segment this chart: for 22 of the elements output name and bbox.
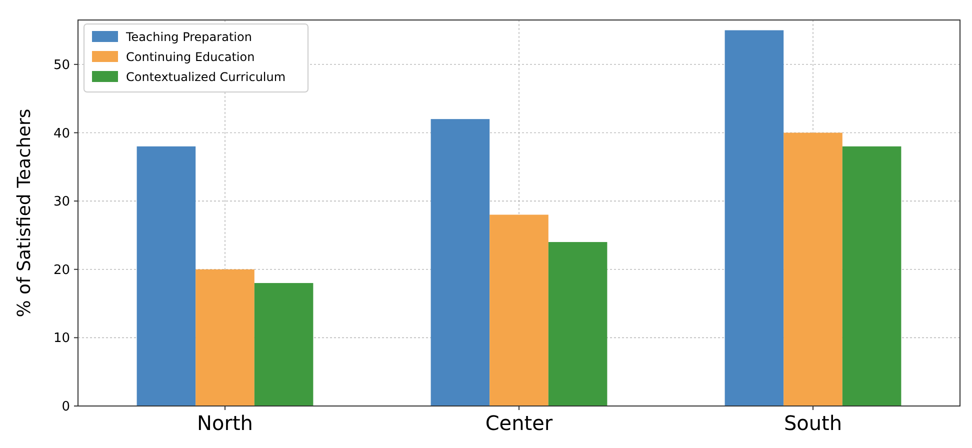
y-tick-label: 10: [53, 331, 70, 346]
bar: [196, 269, 254, 406]
y-tick-label: 40: [53, 126, 70, 142]
bar: [254, 283, 314, 406]
bar: [548, 242, 608, 406]
y-tick-label: 50: [53, 58, 70, 73]
legend-label: Contextualized Curriculum: [126, 70, 286, 84]
x-tick-label: Center: [485, 411, 554, 435]
y-tick-label: 20: [53, 262, 70, 278]
bar: [842, 146, 902, 406]
bar: [490, 214, 548, 406]
y-tick-label: 30: [53, 194, 70, 210]
bar: [430, 119, 490, 406]
bar: [784, 132, 842, 406]
bar: [136, 146, 196, 406]
bar: [724, 30, 784, 406]
x-tick-label: North: [197, 411, 253, 435]
legend-label: Continuing Education: [126, 50, 255, 64]
y-axis-title: % of Satisfied Teachers: [14, 108, 35, 318]
x-tick-label: South: [784, 411, 842, 435]
legend-label: Teaching Preparation: [125, 30, 252, 44]
y-tick-label: 0: [62, 400, 70, 415]
